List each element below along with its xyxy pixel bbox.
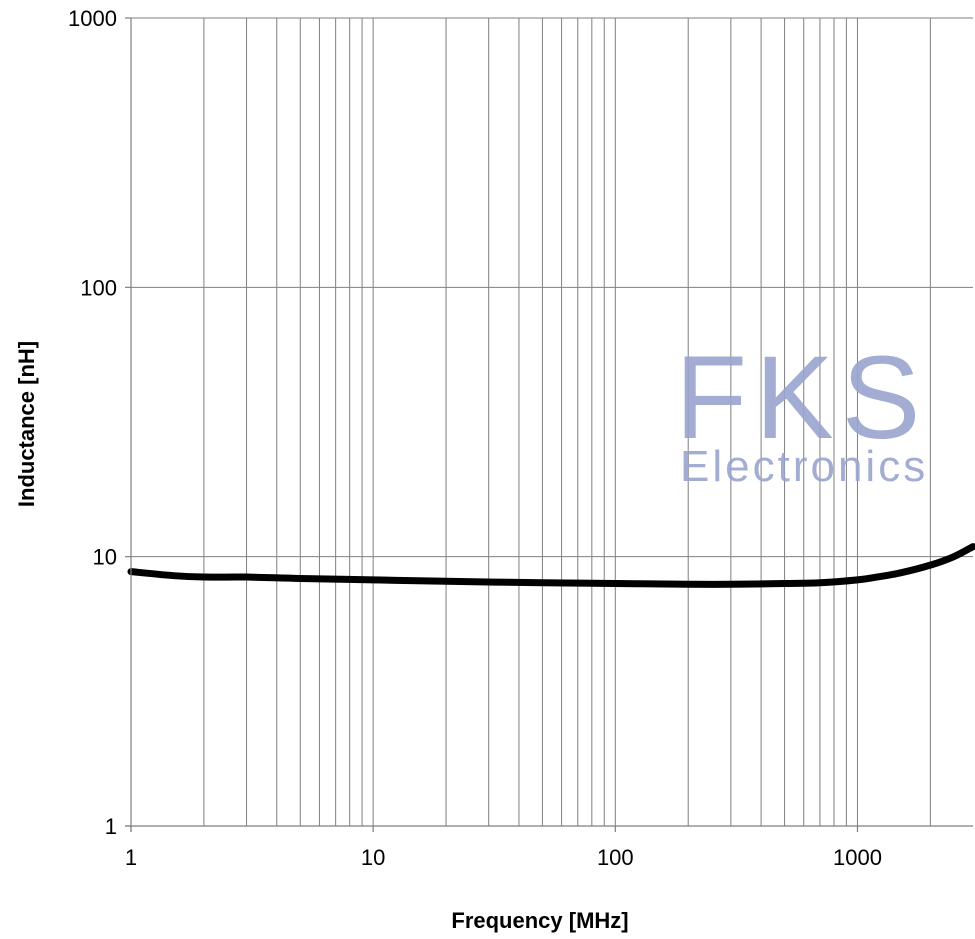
x-axis-label: Frequency [MHz] xyxy=(451,908,628,933)
x-tick-labels: 1 10 100 1000 xyxy=(125,845,882,870)
y-tick-label: 100 xyxy=(80,275,117,300)
x-tick-label: 100 xyxy=(597,845,634,870)
y-tick-label: 1 xyxy=(105,814,117,839)
y-tick-labels: 1 10 100 1000 xyxy=(68,6,117,839)
watermark-subtitle: Electronics xyxy=(680,442,928,491)
x-tick-label: 10 xyxy=(361,845,385,870)
y-axis-label: Inductance [nH] xyxy=(14,341,39,507)
watermark-brand: FKS xyxy=(675,332,929,464)
y-tick-label: 10 xyxy=(93,545,117,570)
y-tick-label: 1000 xyxy=(68,6,117,31)
series-layer xyxy=(127,543,975,588)
series-line xyxy=(127,543,975,588)
watermark: FKS Electronics xyxy=(675,332,929,491)
x-tick-label: 1000 xyxy=(833,845,882,870)
x-tick-label: 1 xyxy=(125,845,137,870)
grid xyxy=(131,17,973,826)
axes xyxy=(125,17,973,832)
